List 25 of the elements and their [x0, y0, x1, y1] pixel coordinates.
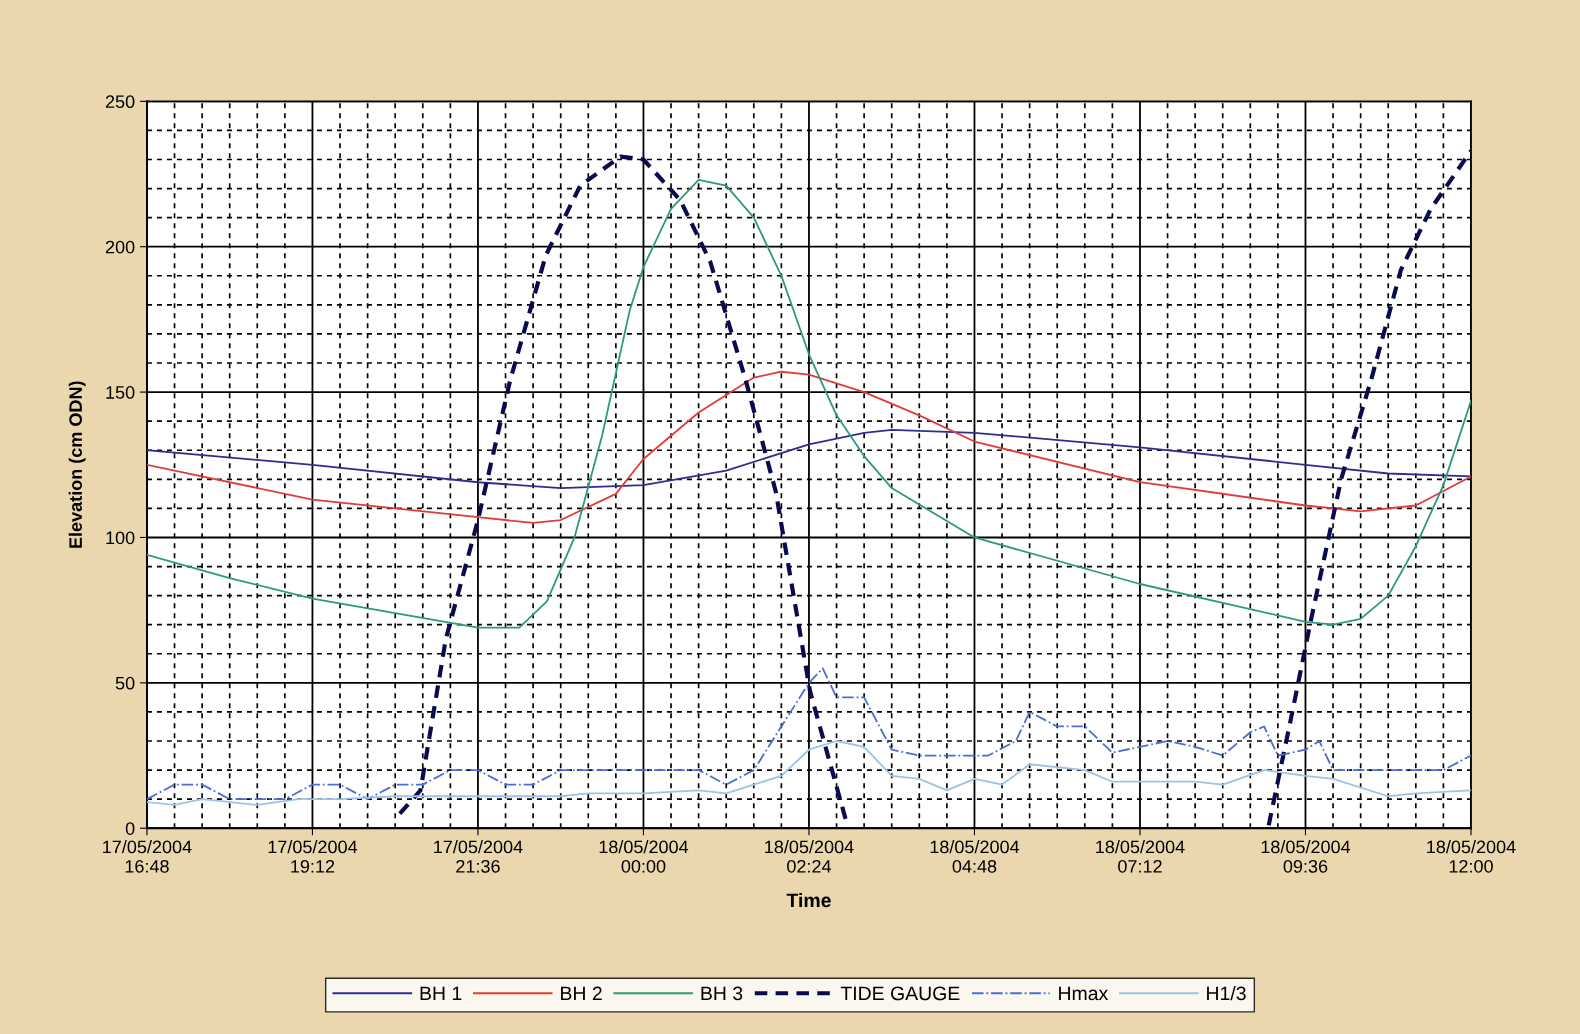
legend-label: TIDE GAUGE	[840, 986, 960, 1001]
y-tick-label: 150	[106, 386, 135, 399]
x-tick-label: 18/05/2004 00:00	[599, 840, 689, 873]
legend-label: BH 2	[561, 986, 602, 1001]
legend-label: Hmax	[1059, 986, 1109, 1001]
line-series	[146, 428, 1471, 489]
x-tick-label: 18/05/2004 09:36	[1261, 840, 1351, 873]
x-tick-label: 18/05/2004 02:24	[765, 840, 854, 873]
x-tick-label: 17/05/2004 16:48	[103, 840, 192, 873]
x-tick-label: 17/05/2004 21:36	[434, 840, 523, 873]
x-tick-label: 18/05/2004 12:00	[1427, 840, 1516, 873]
x-tick-label: 17/05/2004 19:12	[268, 840, 358, 873]
x-tick-label: 18/05/2004 07:12	[1096, 840, 1185, 873]
y-tick-label: 100	[106, 531, 135, 545]
y-tick-label: 50	[115, 676, 135, 690]
line-series	[146, 740, 1471, 806]
x-tick-label: 18/05/2004 04:48	[930, 840, 1020, 873]
x-axis-title: Time	[786, 892, 831, 908]
y-tick-label: 0	[125, 822, 135, 835]
legend-label: BH 1	[420, 986, 462, 1001]
y-tick-label: 200	[105, 240, 135, 254]
legend-label: BH 3	[701, 986, 743, 1001]
legend-label: H1/3	[1207, 985, 1246, 1001]
y-tick-label: 250	[105, 95, 135, 109]
y-axis-title: Elevation (cm ODN)	[68, 381, 86, 548]
